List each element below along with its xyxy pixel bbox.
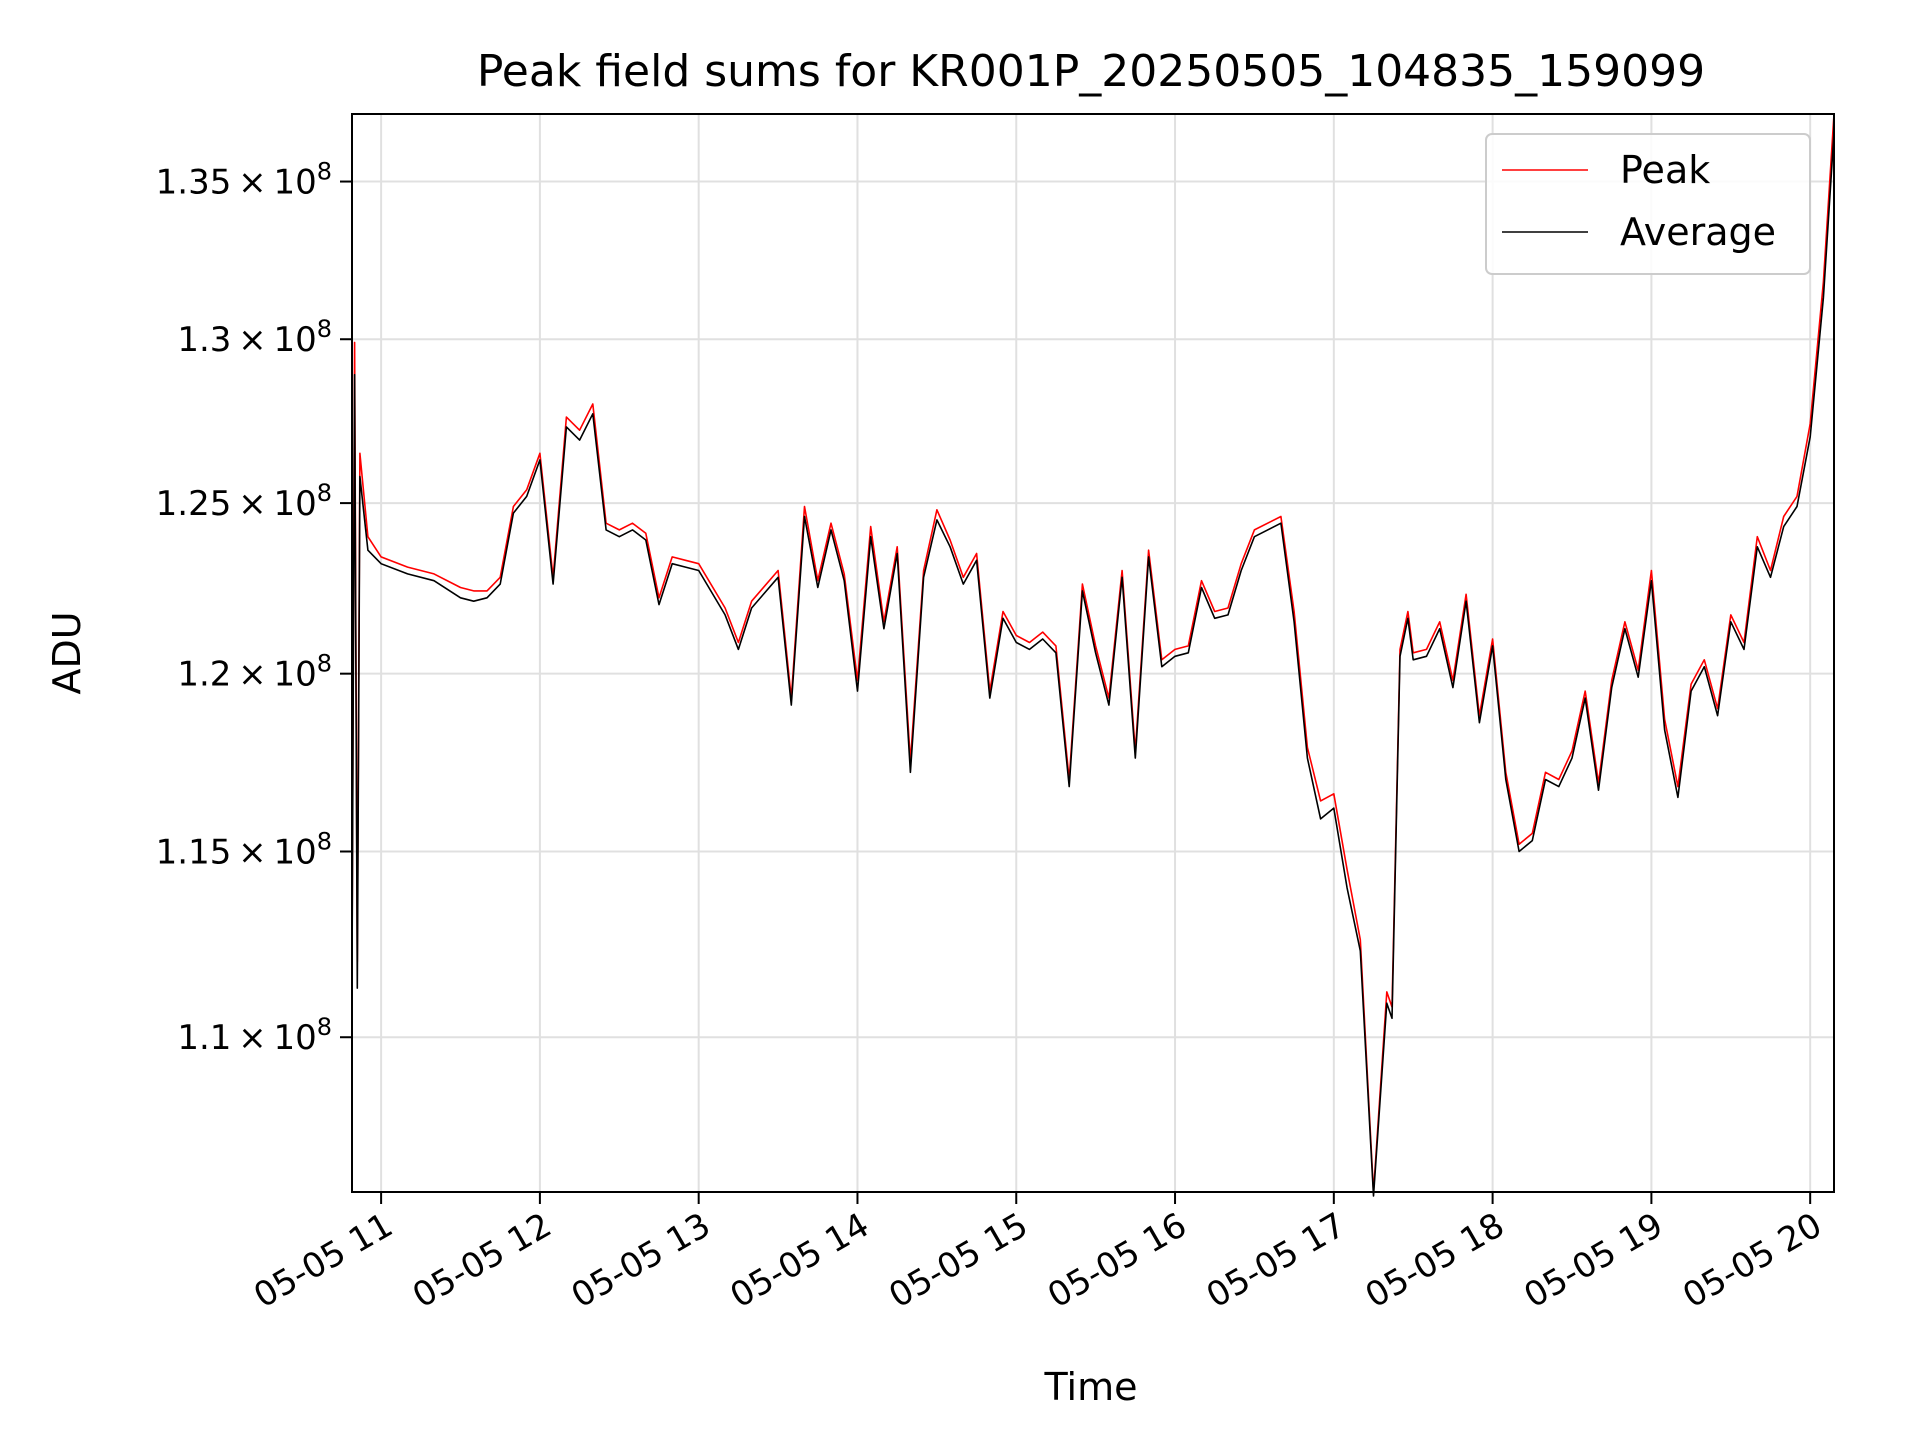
legend-label-peak: Peak	[1620, 148, 1710, 192]
legend-label-average: Average	[1620, 210, 1776, 254]
series-line-average	[351, 132, 1835, 1197]
legend-box	[1485, 133, 1811, 275]
y-tick-label: 1.2 × 108	[177, 650, 332, 695]
y-tick-label: 1.1 × 108	[177, 1013, 332, 1058]
plot-frame	[351, 113, 1835, 1193]
series-lines	[351, 113, 1835, 1197]
y-tick-label: 1.25 × 108	[156, 479, 332, 524]
y-axis-label: ADU	[45, 611, 89, 694]
y-tick-label: 1.3 × 108	[177, 315, 332, 360]
x-axis-label: Time	[1044, 1365, 1138, 1409]
y-tick-label: 1.35 × 108	[156, 158, 332, 203]
legend: Peak Average	[1485, 133, 1811, 275]
y-tick-label: 1.15 × 108	[156, 827, 332, 872]
y-axis-ticks: 1.1 × 108 1.15 × 108 1.2 × 108 1.25 × 108 1.…	[156, 158, 352, 1058]
grid-lines	[352, 114, 1834, 1192]
chart-title: Peak field sums for KR001P_20250505_1048…	[477, 46, 1705, 97]
